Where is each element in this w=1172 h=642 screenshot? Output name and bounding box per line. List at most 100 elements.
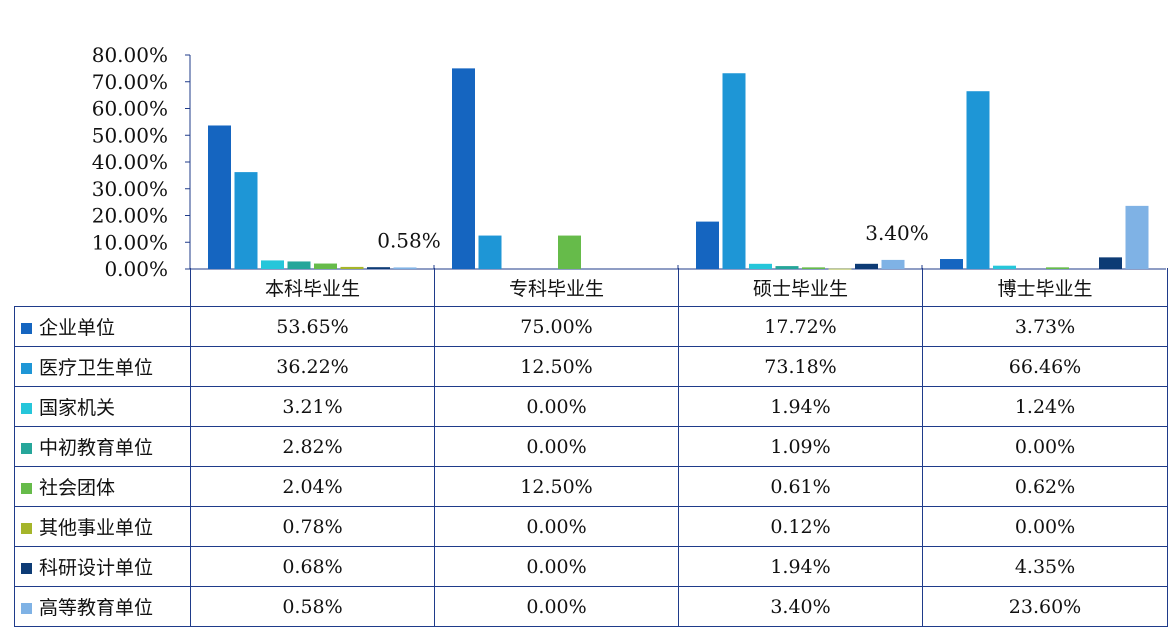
table-cell: 2.82% (190, 426, 435, 467)
bar (287, 261, 311, 269)
table-row: 企业单位 53.65% 75.00% 17.72% 3.73% (14, 306, 1168, 347)
bar (478, 235, 502, 269)
legend-swatch (21, 483, 32, 494)
legend-swatch (21, 443, 32, 454)
data-label: 3.40% (865, 221, 929, 245)
table-row: 其他事业单位 0.78% 0.00% 0.12% 0.00% (14, 506, 1168, 547)
table-cell: 1.94% (678, 386, 923, 427)
table-row: 高等教育单位 0.58% 0.00% 3.40% 23.60% (14, 586, 1168, 627)
table-cell: 12.50% (434, 346, 679, 387)
table-cell: 1.94% (678, 546, 923, 587)
table-cell: 0.00% (922, 506, 1168, 547)
y-tick-label: 70.00% (92, 70, 168, 94)
legend-swatch (21, 523, 32, 534)
table-cell: 0.00% (434, 586, 679, 627)
bar (234, 172, 258, 269)
table-cell: 0.00% (434, 506, 679, 547)
legend-swatch (21, 403, 32, 414)
bar (1099, 257, 1122, 269)
data-label: 0.58% (377, 228, 441, 252)
table-cell: 3.40% (678, 586, 923, 627)
y-tick-label: 50.00% (92, 123, 168, 147)
bar (558, 235, 581, 269)
category-header: 博士毕业生 (922, 268, 1168, 307)
category-header: 本科毕业生 (190, 268, 435, 307)
table-row: 科研设计单位 0.68% 0.00% 1.94% 4.35% (14, 546, 1168, 587)
table-cell: 12.50% (434, 466, 679, 507)
bar (993, 265, 1016, 269)
legend-swatch (21, 563, 32, 574)
y-tick-label: 30.00% (92, 177, 168, 201)
legend-swatch (21, 603, 32, 614)
table-cell: 0.68% (190, 546, 435, 587)
table-cell: 0.00% (922, 426, 1168, 467)
table-header-row: 本科毕业生 专科毕业生 硕士毕业生 博士毕业生 (14, 268, 1168, 307)
table-cell: 36.22% (190, 346, 435, 387)
series-legend-cell: 中初教育单位 (14, 426, 191, 467)
table-cell: 1.24% (922, 386, 1168, 427)
table-cell: 3.73% (922, 306, 1168, 347)
table-row: 国家机关 3.21% 0.00% 1.94% 1.24% (14, 386, 1168, 427)
series-legend-cell: 医疗卫生单位 (14, 346, 191, 387)
y-tick-label: 40.00% (92, 150, 168, 174)
bar (881, 259, 905, 269)
data-table: 本科毕业生 专科毕业生 硕士毕业生 博士毕业生 企业单位 53.65% 75.00%… (14, 268, 1168, 627)
y-tick-label: 80.00% (92, 43, 168, 67)
bar (855, 263, 878, 269)
series-legend-cell: 高等教育单位 (14, 586, 191, 627)
bar-chart: 0.00%10.00%20.00%30.00%40.00%50.00%60.00… (92, 43, 1166, 280)
table-cell: 53.65% (190, 306, 435, 347)
table-cell: 23.60% (922, 586, 1168, 627)
table-cell: 0.12% (678, 506, 923, 547)
table-cell: 4.35% (922, 546, 1168, 587)
series-name: 社会团体 (39, 477, 116, 499)
series-name: 高等教育单位 (39, 597, 154, 619)
series-legend-cell: 国家机关 (14, 386, 191, 427)
series-name: 医疗卫生单位 (39, 357, 154, 379)
y-tick-label: 10.00% (92, 230, 168, 254)
bar (722, 73, 746, 269)
table-cell: 0.00% (434, 426, 679, 467)
series-name: 国家机关 (39, 397, 116, 419)
series-legend-cell: 科研设计单位 (14, 546, 191, 587)
table-cell: 0.00% (434, 386, 679, 427)
table-row: 中初教育单位 2.82% 0.00% 1.09% 0.00% (14, 426, 1168, 467)
series-name: 其他事业单位 (39, 517, 154, 539)
bar (340, 266, 364, 269)
legend-swatch (21, 323, 32, 334)
table-cell: 0.78% (190, 506, 435, 547)
table-cell: 17.72% (678, 306, 923, 347)
bar (775, 266, 799, 269)
bar (208, 125, 231, 269)
table-cell: 0.00% (434, 546, 679, 587)
table-cell: 2.04% (190, 466, 435, 507)
series-legend-cell: 其他事业单位 (14, 506, 191, 547)
series-name: 企业单位 (39, 317, 116, 339)
legend-swatch (21, 363, 32, 374)
table-cell: 66.46% (922, 346, 1168, 387)
table-row: 医疗卫生单位 36.22% 12.50% 73.18% 66.46% (14, 346, 1168, 387)
bar (314, 263, 337, 269)
table-cell: 0.62% (922, 466, 1168, 507)
category-header: 专科毕业生 (434, 268, 679, 307)
bar (1125, 205, 1149, 269)
bar (966, 91, 990, 269)
y-tick-label: 60.00% (92, 97, 168, 121)
bar (696, 221, 719, 269)
bar (261, 260, 284, 269)
bar (749, 263, 772, 269)
series-legend-cell: 社会团体 (14, 466, 191, 507)
table-cell: 75.00% (434, 306, 679, 347)
table-cell: 0.61% (678, 466, 923, 507)
series-name: 中初教育单位 (39, 437, 154, 459)
table-row: 社会团体 2.04% 12.50% 0.61% 0.62% (14, 466, 1168, 507)
series-legend-cell: 企业单位 (14, 306, 191, 347)
series-name: 科研设计单位 (39, 557, 154, 579)
y-tick-label: 20.00% (92, 204, 168, 228)
table-cell: 0.58% (190, 586, 435, 627)
bar (940, 259, 963, 269)
table-cell: 73.18% (678, 346, 923, 387)
table-cell: 3.21% (190, 386, 435, 427)
category-header: 硕士毕业生 (678, 268, 923, 307)
bar (452, 68, 475, 269)
